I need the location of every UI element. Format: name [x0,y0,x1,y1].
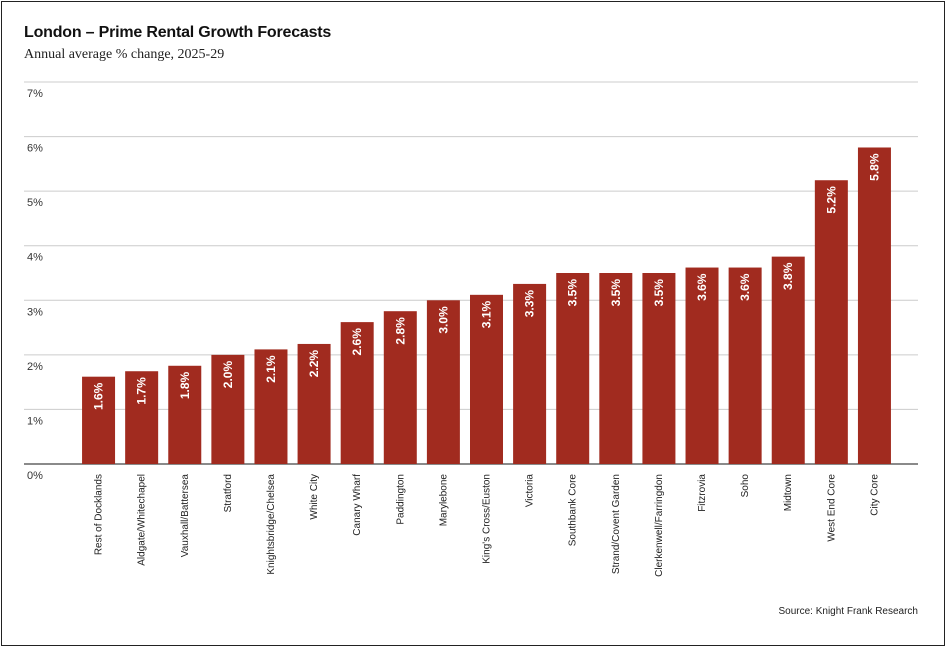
bar [125,371,159,464]
data-label: 3.8% [781,262,795,290]
x-tick-label: Vauxhall/Battersea [180,474,191,558]
y-tick-label: 0% [27,470,43,482]
y-tick-label: 7% [27,88,43,100]
bar [168,365,202,464]
data-label: 5.2% [824,186,838,214]
bar [685,267,719,464]
x-tick-label: City Core [869,474,880,516]
y-tick-label: 5% [27,197,43,209]
y-tick-label: 6% [27,143,43,155]
data-label: 5.8% [867,153,881,181]
x-tick-label: Marylebone [438,474,449,527]
data-label: 2.0% [221,361,235,389]
bars [82,147,891,464]
x-tick-label: Rest of Docklands [94,474,105,555]
y-axis-ticks: 0% 1% 2% 3% 4% 5% 6% 7% [27,88,43,482]
x-tick-label: Paddington [395,474,406,525]
x-tick-label: Stratford [223,474,234,512]
x-tick-label: Canary Wharf [352,474,363,536]
data-labels: 1.6% 1.7% 1.8% 2.0% 2.1% 2.2% 2.6% 2.8% 3.0% 3.1%… [92,153,882,410]
bar [211,354,245,464]
y-tick-label: 1% [27,415,43,427]
data-label: 1.8% [178,371,192,399]
data-label: 3.5% [566,279,580,307]
data-label: 3.6% [738,273,752,301]
y-tick-label: 2% [27,361,43,373]
bar [470,294,503,464]
x-tick-label: Soho [740,474,751,498]
data-label: 3.5% [609,279,623,307]
bar [426,300,460,464]
bar [857,147,891,464]
chart-title: London – Prime Rental Growth Forecasts [24,24,332,41]
bar [771,256,805,464]
bar [254,349,288,464]
x-tick-label: Fitzrovia [697,474,708,512]
source-note: Source: Knight Frank Research [778,606,918,617]
data-label: 3.3% [523,290,537,318]
x-tick-label: Southbank Core [568,474,579,547]
x-axis-categories: Rest of Docklands Aldgate/Whitechapel Vaux… [94,474,881,577]
bar [814,180,848,464]
x-tick-label: Knightsbridge/Chelsea [266,474,277,575]
data-label: 2.1% [264,355,278,383]
x-tick-label: White City [309,474,320,520]
bar [599,273,633,464]
data-label: 1.7% [135,377,149,405]
x-tick-label: Victoria [525,474,536,508]
bar [728,267,762,464]
bar [642,273,676,464]
data-label: 3.5% [652,279,666,307]
y-tick-label: 3% [27,306,43,318]
data-label: 1.6% [92,382,106,410]
bar [513,283,547,464]
data-label: 3.0% [436,306,450,334]
bar [340,322,374,464]
bar [383,311,417,464]
y-tick-label: 4% [27,252,43,264]
bar [556,273,590,464]
data-label: 3.6% [695,273,709,301]
data-label: 2.6% [350,328,364,356]
bar [82,376,116,464]
data-label: 3.1% [480,301,494,329]
chart-subtitle: Annual average % change, 2025-29 [24,47,225,62]
x-tick-label: Clerkenwell/Farringdon [654,474,665,577]
x-tick-label: King's Cross/Euston [482,474,493,564]
x-tick-label: West End Core [826,474,837,542]
data-label: 2.8% [393,317,407,345]
data-label: 2.2% [307,350,321,378]
x-tick-label: Strand/Covent Garden [611,474,622,574]
bar [297,343,331,464]
x-tick-label: Aldgate/Whitechapel [137,474,148,566]
x-tick-label: Midtown [783,474,794,511]
